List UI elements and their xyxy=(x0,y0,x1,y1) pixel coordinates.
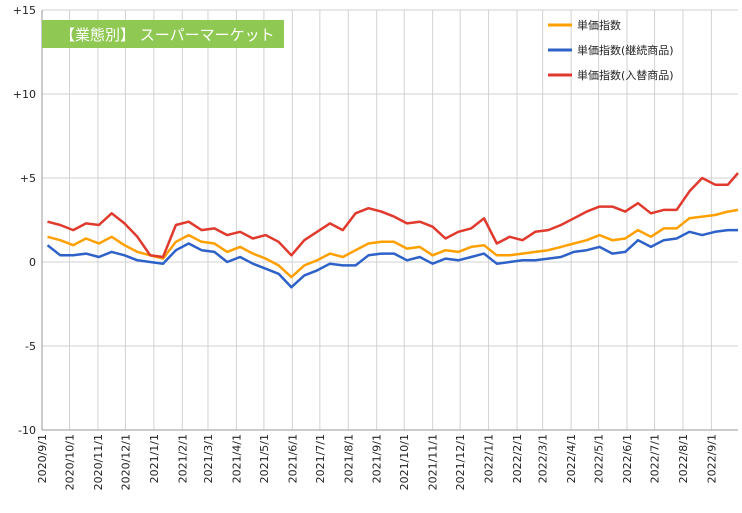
legend-label: 単価指数(継続商品) xyxy=(577,43,674,57)
x-tick-label: 2021/2/1 xyxy=(176,434,189,483)
x-tick-label: 2020/10/1 xyxy=(64,434,77,490)
legend-label: 単価指数(入替商品) xyxy=(577,68,674,82)
x-tick-label: 2021/9/1 xyxy=(371,434,384,483)
series-line-3 xyxy=(47,172,739,259)
x-tick-label: 2022/9/1 xyxy=(705,434,718,483)
x-tick-label: 2021/7/1 xyxy=(314,434,327,483)
series-lines xyxy=(46,172,739,289)
y-tick-label: -5 xyxy=(25,340,36,353)
series-line-2 xyxy=(46,228,738,289)
y-tick-label: +15 xyxy=(13,4,36,17)
x-tick-label: 2020/9/1 xyxy=(36,434,49,483)
x-tick-label: 2021/1/1 xyxy=(148,434,161,483)
chart-title: 【業態別】 スーパーマーケット xyxy=(60,26,275,44)
x-tick-label: 2022/4/1 xyxy=(565,434,578,483)
grid-lines xyxy=(41,9,738,431)
y-tick-label: +10 xyxy=(13,88,36,101)
x-tick-label: 2021/4/1 xyxy=(230,434,243,483)
x-tick-label: 2021/8/1 xyxy=(342,434,355,483)
y-tick-label: +5 xyxy=(20,172,36,185)
y-tick-label: -10 xyxy=(18,424,36,437)
series-line-1 xyxy=(47,208,739,279)
x-tick-label: 2022/1/1 xyxy=(483,434,496,483)
x-tick-label: 2021/10/1 xyxy=(398,434,411,490)
x-tick-label: 2022/8/1 xyxy=(677,434,690,483)
x-tick-labels: 2020/9/1 2020/10/1 2020/11/1 2020/12/1 2021/… xyxy=(36,434,718,490)
x-tick-label: 2021/11/1 xyxy=(427,434,440,490)
legend-label: 単価指数 xyxy=(577,18,621,32)
x-tick-label: 2022/6/1 xyxy=(621,434,634,483)
x-tick-label: 2021/3/1 xyxy=(202,434,215,483)
axes xyxy=(41,10,738,431)
x-tick-label: 2022/3/1 xyxy=(537,434,550,483)
x-tick-label: 2020/12/1 xyxy=(119,434,132,490)
x-tick-label: 2020/11/1 xyxy=(92,434,105,490)
x-tick-label: 2021/6/1 xyxy=(286,434,299,483)
x-tick-label: 2022/2/1 xyxy=(511,434,524,483)
x-tick-label: 2022/5/1 xyxy=(593,434,606,483)
chart-title-box: 【業態別】 スーパーマーケット xyxy=(42,20,284,48)
y-tick-labels: -10 -5 0 +5 +10 +15 xyxy=(13,4,36,437)
x-tick-label: 2021/5/1 xyxy=(258,434,271,483)
y-tick-label: 0 xyxy=(29,256,36,269)
x-tick-label: 2021/12/1 xyxy=(454,434,467,490)
x-tick-label: 2022/7/1 xyxy=(649,434,662,483)
chart-title-background xyxy=(42,20,284,48)
